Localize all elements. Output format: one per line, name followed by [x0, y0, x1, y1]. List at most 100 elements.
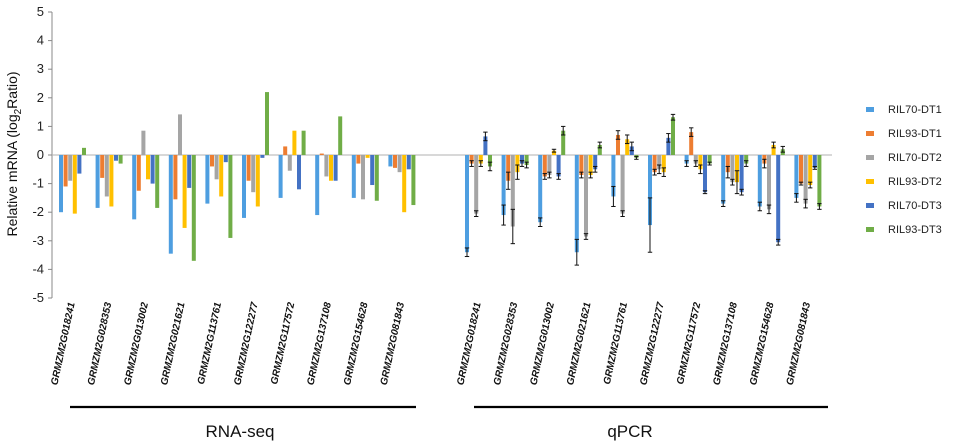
y-tick-label: 1	[37, 118, 44, 133]
category-label: GRMZM2G018241	[455, 301, 483, 386]
bar-rna-seq-grmzm2g122277-ril70-dt3	[260, 155, 265, 158]
legend-label-ril70-dt3: RIL70-DT3	[888, 200, 942, 212]
bar-rna-seq-grmzm2g113761-ril93-dt3	[228, 155, 233, 238]
bar-rna-seq-grmzm2g137108-ril70-dt2	[324, 155, 329, 177]
bar-rna-seq-grmzm2g081843-ril93-dt2	[402, 155, 407, 213]
bar-rna-seq-grmzm2g137108-ril93-dt3	[338, 116, 343, 155]
category-label: GRMZM2G117572	[675, 301, 703, 386]
bar-qpcr-grmzm2g081843-ril70-dt2	[803, 155, 808, 204]
bar-qpcr-grmzm2g021621-ril70-dt3	[593, 155, 598, 170]
bar-qpcr-grmzm2g137108-ril93-dt2	[735, 155, 739, 183]
bar-rna-seq-grmzm2g021621-ril93-dt3	[191, 155, 196, 261]
bar-qpcr-grmzm2g137108-ril70-dt3	[739, 155, 744, 193]
bar-qpcr-grmzm2g028353-ril93-dt3	[524, 155, 529, 166]
bar-rna-seq-grmzm2g113761-ril70-dt1	[205, 155, 210, 204]
bar-rna-seq-grmzm2g028353-ril70-dt1	[95, 155, 100, 208]
category-label: GRMZM2G081843	[785, 301, 813, 386]
legend-label-ril70-dt1: RIL70-DT1	[888, 104, 942, 116]
legend-label-ril70-dt2: RIL70-DT2	[888, 152, 942, 164]
group-label-qpcr: qPCR	[607, 422, 652, 441]
category-label: GRMZM2G122277	[232, 301, 260, 386]
bar-rna-seq-grmzm2g113761-ril93-dt1	[210, 155, 214, 167]
bar-qpcr-grmzm2g081843-ril70-dt1	[794, 155, 799, 198]
bar-rna-seq-grmzm2g081843-ril93-dt1	[393, 155, 397, 168]
bar-qpcr-grmzm2g113761-ril70-dt1	[611, 155, 616, 197]
y-axis-label-suffix: Ratio)	[4, 71, 20, 108]
bar-rna-seq-grmzm2g117572-ril93-dt1	[283, 146, 288, 155]
bar-rna-seq-grmzm2g013002-ril93-dt3	[155, 155, 160, 208]
bar-rna-seq-grmzm2g028353-ril70-dt2	[104, 155, 109, 197]
y-tick-label: 4	[37, 33, 44, 48]
bar-rna-seq-grmzm2g122277-ril93-dt2	[255, 155, 260, 207]
y-tick-label: 2	[37, 90, 44, 105]
bar-qpcr-grmzm2g018241-ril70-dt1	[465, 155, 469, 253]
bar-qpcr-grmzm2g122277-ril70-dt1	[648, 155, 652, 226]
bar-rna-seq-grmzm2g117572-ril70-dt1	[278, 155, 283, 198]
category-label: GRMZM2G013002	[529, 301, 557, 386]
y-tick-label: 5	[37, 4, 44, 19]
bar-rna-seq-grmzm2g081843-ril70-dt1	[388, 155, 393, 167]
category-label: GRMZM2G028353	[86, 301, 114, 386]
bar-qpcr-grmzm2g021621-ril70-dt1	[574, 155, 579, 253]
bar-rna-seq-grmzm2g081843-ril70-dt2	[397, 155, 402, 173]
category-label: GRMZM2G081843	[379, 301, 407, 386]
bar-rna-seq-grmzm2g154628-ril93-dt2	[365, 155, 370, 158]
bar-rna-seq-grmzm2g154628-ril93-dt3	[374, 155, 379, 201]
bar-rna-seq-grmzm2g018241-ril93-dt3	[82, 147, 86, 155]
legend-swatch-ril93-dt1	[866, 131, 874, 136]
bar-qpcr-grmzm2g117572-ril93-dt2	[698, 155, 703, 170]
y-tick-label: -3	[32, 233, 44, 248]
category-label: GRMZM2G021621	[159, 301, 187, 386]
bar-qpcr-grmzm2g113761-ril70-dt2	[620, 155, 625, 214]
group-label-rna-seq: RNA-seq	[206, 422, 275, 441]
bar-rna-seq-grmzm2g137108-ril70-dt1	[315, 155, 320, 216]
y-tick-label: -1	[32, 176, 44, 191]
bar-qpcr-grmzm2g122277-ril93-dt1	[652, 155, 657, 173]
bar-qpcr-grmzm2g117572-ril70-dt3	[703, 155, 707, 193]
bar-rna-seq-grmzm2g117572-ril93-dt3	[301, 130, 306, 155]
bar-rna-seq-grmzm2g113761-ril93-dt2	[219, 155, 224, 197]
bar-qpcr-grmzm2g113761-ril93-dt1	[616, 134, 620, 155]
bar-qpcr-grmzm2g081843-ril70-dt3	[812, 155, 817, 168]
bar-qpcr-grmzm2g018241-ril93-dt2	[478, 155, 483, 164]
bar-qpcr-grmzm2g021621-ril93-dt1	[579, 155, 584, 176]
bar-rna-seq-grmzm2g117572-ril70-dt2	[287, 155, 292, 171]
bar-rna-seq-grmzm2g122277-ril93-dt3	[265, 92, 269, 155]
category-label: GRMZM2G018241	[49, 301, 77, 386]
bar-qpcr-grmzm2g028353-ril93-dt2	[515, 155, 520, 173]
bar-qpcr-grmzm2g028353-ril70-dt3	[520, 155, 524, 164]
bar-rna-seq-grmzm2g018241-ril70-dt3	[77, 155, 82, 174]
bar-rna-seq-grmzm2g137108-ril70-dt3	[333, 155, 338, 181]
category-label: GRMZM2G113761	[196, 301, 224, 386]
bar-qpcr-grmzm2g122277-ril93-dt2	[661, 155, 666, 173]
bar-qpcr-grmzm2g013002-ril70-dt3	[556, 155, 561, 177]
bar-qpcr-grmzm2g122277-ril93-dt3	[671, 117, 675, 155]
bar-rna-seq-grmzm2g154628-ril70-dt3	[370, 155, 375, 186]
bar-qpcr-grmzm2g028353-ril70-dt2	[510, 155, 515, 227]
y-tick-label: 0	[37, 147, 44, 162]
bar-rna-seq-grmzm2g154628-ril70-dt1	[351, 155, 356, 198]
bar-qpcr-grmzm2g154628-ril70-dt1	[757, 155, 762, 207]
bar-rna-seq-grmzm2g013002-ril93-dt2	[146, 155, 150, 180]
bar-qpcr-grmzm2g028353-ril93-dt1	[506, 155, 511, 181]
category-label: GRMZM2G137108	[306, 301, 334, 386]
bar-qpcr-grmzm2g117572-ril70-dt1	[684, 155, 689, 164]
bar-qpcr-grmzm2g154628-ril93-dt2	[771, 144, 776, 155]
y-axis-label-prefix: Relative mRNA (log	[4, 114, 20, 236]
bar-qpcr-grmzm2g117572-ril93-dt1	[689, 132, 694, 155]
bar-qpcr-grmzm2g013002-ril93-dt2	[552, 150, 556, 155]
bar-rna-seq-grmzm2g013002-ril70-dt1	[132, 155, 137, 220]
bar-qpcr-grmzm2g013002-ril70-dt2	[547, 155, 552, 176]
bar-rna-seq-grmzm2g021621-ril70-dt3	[187, 155, 192, 188]
bar-rna-seq-grmzm2g117572-ril93-dt2	[292, 130, 297, 155]
bar-rna-seq-grmzm2g113761-ril70-dt2	[214, 155, 219, 180]
bar-qpcr-grmzm2g028353-ril70-dt1	[501, 155, 506, 216]
bar-qpcr-grmzm2g117572-ril70-dt2	[693, 155, 698, 164]
category-label: GRMZM2G013002	[123, 301, 151, 386]
bar-qpcr-grmzm2g113761-ril93-dt2	[625, 139, 630, 155]
bar-qpcr-grmzm2g137108-ril70-dt2	[730, 155, 735, 183]
category-label: GRMZM2G021621	[565, 301, 593, 386]
bar-qpcr-grmzm2g018241-ril70-dt2	[474, 155, 479, 214]
